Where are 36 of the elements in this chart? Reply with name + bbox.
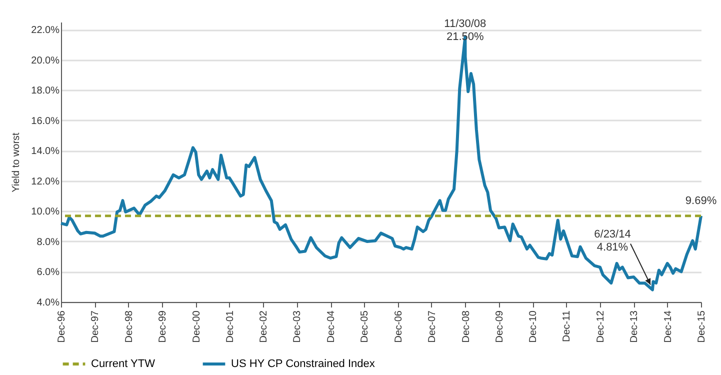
x-tick-label: Dec-15 (696, 310, 708, 343)
y-tick-label: 22.0% (31, 25, 60, 36)
x-tick-label: Dec-01 (224, 310, 236, 343)
x-tick-label: Dec-02 (258, 310, 270, 343)
x-tick-label: Dec-07 (426, 310, 438, 343)
x-tick-label: Dec-10 (528, 310, 540, 343)
y-tick-label: 4.0% (36, 298, 60, 308)
annotation: 6/23/14 4.81% (594, 228, 631, 254)
y-tick-label: 20.0% (31, 55, 60, 66)
x-tick-label: Dec-14 (662, 310, 674, 343)
y-tick-label: 6.0% (36, 267, 60, 278)
x-tick-label: Dec-08 (460, 310, 472, 343)
x-tick-label: Dec-03 (292, 310, 304, 343)
x-tick-label: Dec-04 (326, 310, 338, 343)
x-tick-label: Dec-05 (360, 310, 371, 343)
x-tick-label: Dec-98 (124, 310, 135, 343)
x-tick-label: Dec-13 (629, 310, 640, 343)
x-tick-label: Dec-12 (596, 310, 607, 343)
y-tick-label: 18.0% (31, 86, 60, 97)
x-tick-label: Dec-11 (562, 310, 573, 342)
x-tick-label: Dec-00 (191, 310, 202, 343)
legend-label: Current YTW (91, 358, 156, 370)
annotation: 11/30/08 21.50% (444, 18, 486, 44)
y-axis-title: Yield to worst (11, 132, 22, 192)
x-tick-label: Dec-06 (393, 310, 404, 343)
x-tick-label: Dec-99 (157, 310, 168, 343)
x-tick-label: Dec-09 (494, 310, 506, 343)
y-tick-label: 16.0% (31, 116, 60, 127)
y-tick-label: 14.0% (31, 146, 60, 158)
y-tick-label: 12.0% (31, 176, 60, 188)
x-tick-label: Dec-97 (90, 310, 102, 343)
y-tick-label: 10.0% (31, 206, 60, 218)
x-tick-label: Dec-96 (56, 310, 68, 343)
y-tick-label: 8.0% (36, 236, 60, 248)
annotation: 9.69% (685, 194, 717, 207)
legend-label: US HY CP Constrained Index (231, 358, 376, 370)
